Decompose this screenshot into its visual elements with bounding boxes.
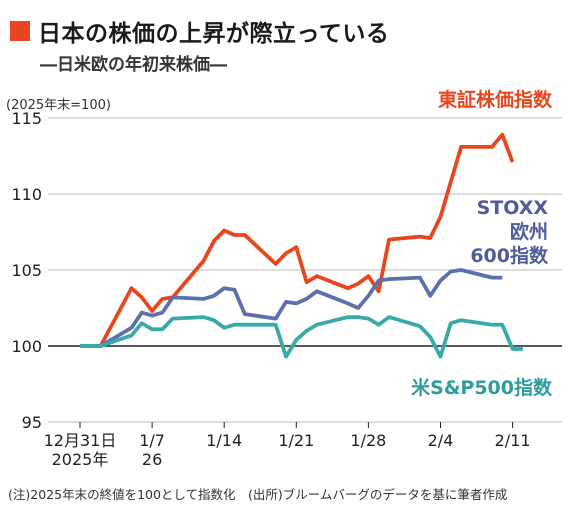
x-tick-label: 2/4 — [428, 431, 454, 450]
chart-title: 日本の株価の上昇が際立っている — [38, 21, 390, 47]
x-tick-label: 1/28 — [350, 431, 386, 450]
title-block: 日本の株価の上昇が際立っている — [10, 14, 389, 48]
chart-subtitle: ―日米欧の年初来株価― — [40, 55, 227, 75]
series-lines — [80, 132, 523, 359]
series-label: 東証株価指数 — [438, 88, 553, 111]
x-tick-label: 1/14 — [206, 431, 242, 450]
x-tick-label: 12月31日 — [44, 431, 117, 450]
grid-lines — [48, 117, 562, 423]
series-label: 米S&P500指数 — [411, 376, 553, 399]
series-label: 欧州 — [510, 220, 548, 243]
y-axis: 95 100 105 110 115 — [11, 109, 42, 432]
y-tick-label: 110 — [11, 185, 42, 204]
x-tick-label: 1/21 — [278, 431, 314, 450]
footnote: (注)2025年末の終値を100として指数化 (出所)ブルームバーグのデータを基… — [8, 487, 508, 502]
series-line — [80, 268, 503, 348]
y-tick-label: 105 — [11, 261, 42, 280]
y-tick-label: 95 — [22, 413, 42, 432]
x-tick-label: 2/11 — [495, 431, 531, 450]
series-label: 600指数 — [470, 244, 549, 267]
y-tick-label: 100 — [11, 337, 42, 356]
y-tick-label: 115 — [11, 109, 42, 128]
series-line — [80, 132, 515, 348]
title-marker — [10, 21, 30, 41]
series-label: STOXX — [477, 197, 549, 219]
x-tick-label: 2025年 — [52, 450, 109, 469]
x-tick-label: 1/7 — [139, 431, 165, 450]
x-tick-label: 26 — [142, 450, 162, 469]
series-line — [80, 315, 523, 359]
y-axis-unit: (2025年末=100) — [6, 98, 111, 113]
